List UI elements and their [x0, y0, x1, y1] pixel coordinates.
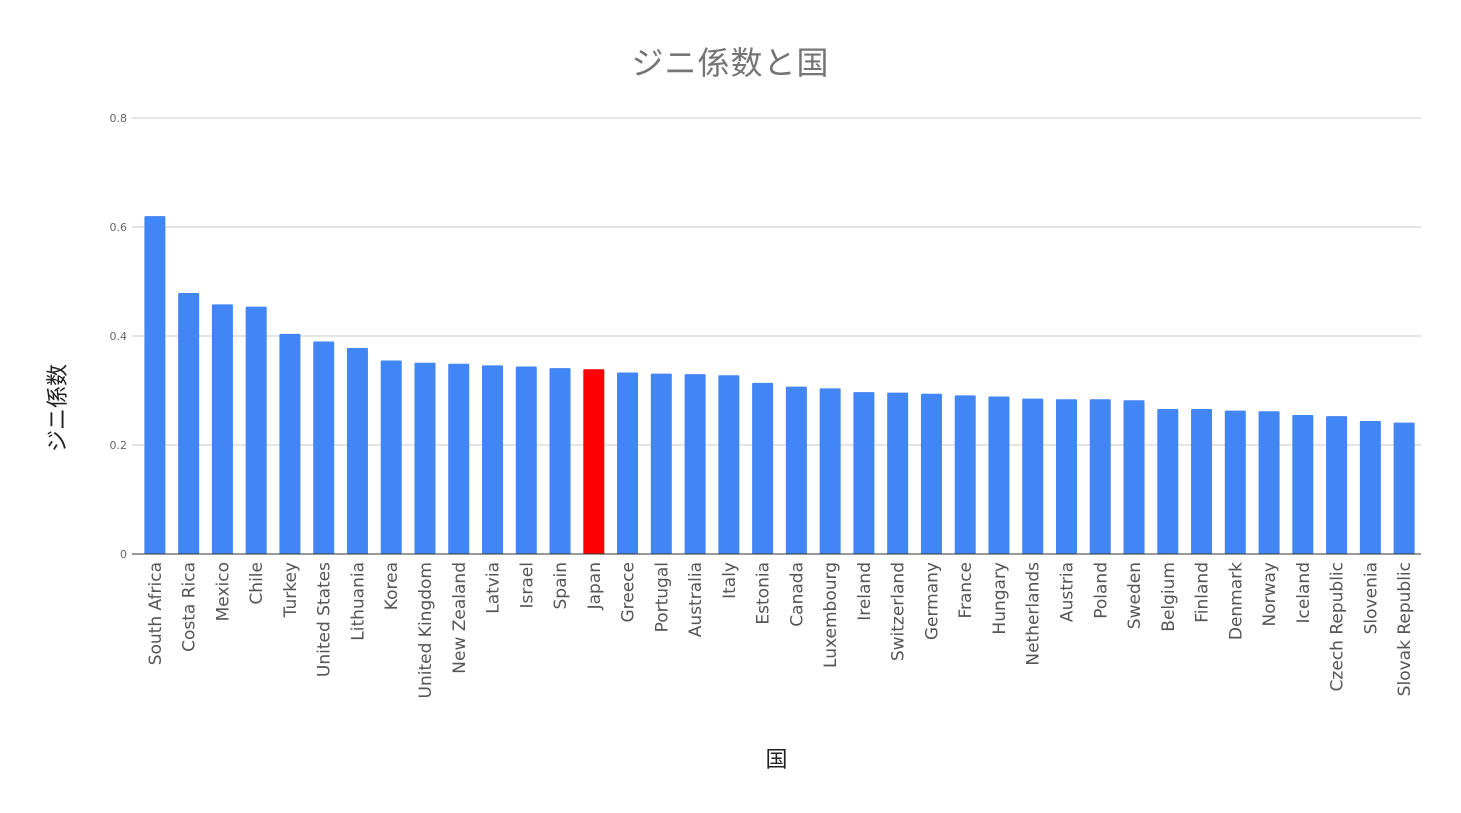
bar-netherlands	[1022, 398, 1044, 554]
bar-italy	[718, 375, 740, 554]
x-tick-label: Turkey	[281, 562, 301, 618]
bar-hungary	[988, 396, 1010, 554]
x-tick-label: Spain	[551, 562, 571, 610]
x-tick-label: Ireland	[855, 562, 875, 621]
bar-belgium	[1157, 409, 1179, 554]
x-tick-label: Italy	[720, 562, 740, 599]
bar-sweden	[1123, 400, 1145, 554]
x-tick-label: New Zealand	[450, 562, 470, 674]
y-tick-label: 0.8	[110, 112, 128, 125]
x-tick-label: Norway	[1260, 562, 1280, 627]
x-tick-label: Korea	[382, 562, 402, 610]
bar-luxembourg	[819, 388, 841, 554]
x-tick-label: Denmark	[1226, 562, 1246, 640]
x-tick-label: Luxembourg	[821, 562, 841, 668]
x-tick-label: Sweden	[1125, 562, 1145, 629]
x-tick-label: Latvia	[484, 562, 504, 614]
bar-new-zealand	[448, 363, 470, 554]
y-tick-label: 0	[120, 548, 127, 561]
x-tick-label: Portugal	[652, 562, 672, 632]
x-tick-label: Japan	[585, 562, 605, 610]
x-tick-label: Belgium	[1159, 562, 1179, 632]
bar-costa-rica	[178, 292, 200, 554]
bar-canada	[785, 386, 807, 554]
bar-iceland	[1292, 415, 1314, 554]
bar-france	[954, 395, 976, 554]
bar-finland	[1191, 409, 1213, 554]
bar-mexico	[211, 304, 233, 554]
x-tick-label: Poland	[1091, 562, 1111, 619]
bar-chile	[245, 306, 267, 554]
bar-portugal	[650, 373, 672, 554]
bar-norway	[1258, 411, 1280, 554]
x-axis-title: 国	[765, 748, 788, 773]
x-tick-label: Australia	[686, 562, 706, 637]
x-tick-label: Lithuania	[348, 562, 368, 641]
y-tick-label: 0.2	[110, 439, 128, 452]
x-tick-label: Germany	[922, 562, 942, 640]
x-tick-label: Slovenia	[1361, 562, 1381, 634]
bar-australia	[684, 374, 706, 554]
bar-spain	[549, 368, 571, 554]
bar-denmark	[1224, 410, 1246, 554]
x-tick-label: United Kingdom	[416, 562, 436, 698]
bar-czech-republic	[1326, 416, 1348, 554]
x-tick-label: France	[956, 562, 976, 619]
bar-poland	[1089, 399, 1111, 554]
x-tick-label: Hungary	[990, 562, 1010, 635]
x-tick-label: Costa Rica	[180, 562, 200, 652]
x-tick-label: Iceland	[1294, 562, 1314, 624]
bar-latvia	[482, 365, 504, 554]
bar-united-states	[313, 341, 335, 554]
x-tick-label: United States	[315, 562, 335, 677]
x-tick-label: Israel	[517, 562, 537, 608]
bar-slovak-republic	[1393, 422, 1415, 554]
x-tick-label: South Africa	[146, 562, 166, 665]
x-tick-label: Estonia	[754, 562, 774, 625]
bar-germany	[920, 393, 942, 554]
bar-korea	[380, 360, 402, 554]
x-tick-label: Netherlands	[1024, 562, 1044, 666]
bar-israel	[515, 366, 537, 554]
bar-estonia	[752, 382, 774, 554]
x-tick-label: Slovak Republic	[1395, 562, 1415, 696]
x-tick-label: Finland	[1193, 562, 1213, 623]
bar-switzerland	[887, 392, 909, 554]
y-tick-label: 0.4	[110, 330, 128, 343]
bar-japan	[583, 369, 605, 554]
bar-greece	[617, 372, 639, 554]
x-tick-label: Austria	[1057, 562, 1077, 622]
chart-title: ジニ係数と国	[631, 44, 830, 82]
x-tick-label: Czech Republic	[1328, 562, 1348, 691]
bar-south-africa	[144, 216, 166, 554]
bar-slovenia	[1359, 421, 1381, 554]
x-tick-label: Switzerland	[889, 562, 909, 661]
bar-austria	[1055, 399, 1077, 554]
y-tick-label: 0.6	[110, 221, 128, 234]
x-tick-label: Chile	[247, 562, 267, 605]
bar-lithuania	[346, 347, 368, 554]
bar-turkey	[279, 333, 301, 554]
x-tick-label: Canada	[787, 562, 807, 627]
x-tick-label: Greece	[619, 562, 639, 623]
x-tick-label: Mexico	[213, 562, 233, 621]
bar-ireland	[853, 392, 875, 554]
bar-united-kingdom	[414, 362, 436, 554]
